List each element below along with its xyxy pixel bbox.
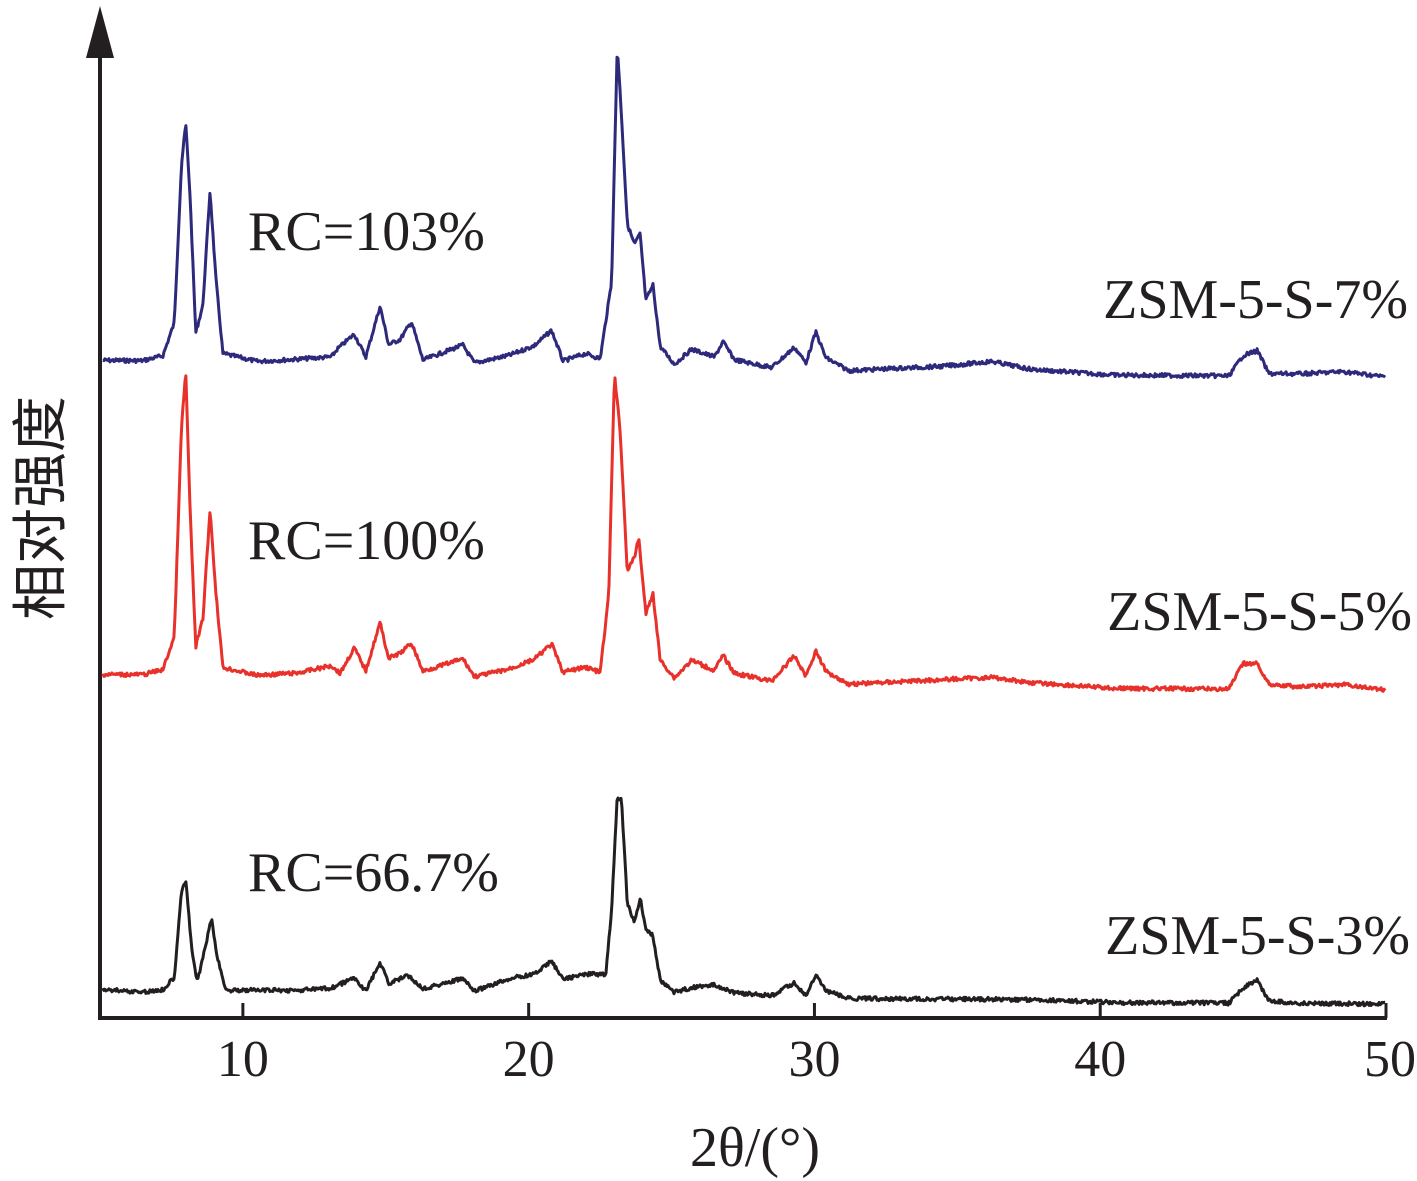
x-tick-label: 20 bbox=[503, 1031, 555, 1088]
y-axis-label: 相对强度 bbox=[11, 396, 73, 620]
x-tick-label: 50 bbox=[1364, 1031, 1416, 1088]
series-name-label: ZSM-5-S-7% bbox=[1103, 269, 1408, 331]
series-line bbox=[102, 55, 1387, 380]
x-tick-label: 40 bbox=[1074, 1031, 1126, 1088]
x-tick-label: 30 bbox=[788, 1031, 840, 1088]
series-labels: RC=103% ZSM-5-S-7% RC=100% ZSM-5-S-5% RC=66.… bbox=[248, 201, 1412, 967]
rc-annotation: RC=66.7% bbox=[248, 842, 499, 904]
series-name-label: ZSM-5-S-5% bbox=[1107, 581, 1412, 643]
x-axis-label: 2θ/(°) bbox=[690, 1117, 820, 1179]
series-name-label: ZSM-5-S-3% bbox=[1105, 905, 1410, 967]
x-ticks: 10 20 30 40 50 bbox=[217, 1003, 1416, 1088]
series-line bbox=[101, 796, 1386, 1008]
series-line bbox=[101, 374, 1387, 693]
series-group bbox=[101, 55, 1387, 1008]
rc-annotation: RC=103% bbox=[248, 201, 485, 263]
x-tick-label: 10 bbox=[217, 1031, 269, 1088]
axes bbox=[86, 6, 1387, 1020]
y-axis-arrowhead bbox=[86, 6, 114, 58]
rc-annotation: RC=100% bbox=[248, 510, 485, 572]
